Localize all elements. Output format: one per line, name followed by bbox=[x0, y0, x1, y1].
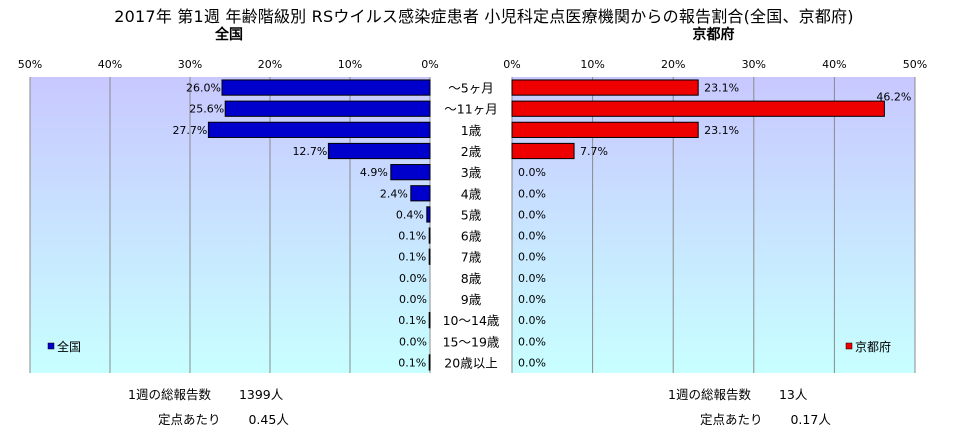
category-label: 4歳 bbox=[461, 186, 482, 201]
kyoto-tick-label: 30% bbox=[742, 58, 766, 71]
category-label: 5歳 bbox=[461, 207, 482, 222]
kyoto-per-site-value: 0.17人 bbox=[790, 412, 831, 427]
national-data-label: 27.7% bbox=[172, 124, 207, 137]
national-data-label: 0.1% bbox=[398, 230, 426, 243]
national-data-label: 0.1% bbox=[398, 356, 426, 369]
national-data-label: 25.6% bbox=[189, 103, 224, 116]
kyoto-legend-swatch bbox=[845, 342, 853, 350]
national-data-label: 0.0% bbox=[399, 272, 427, 285]
category-label: 20歳以上 bbox=[444, 355, 497, 370]
kyoto-data-label: 0.0% bbox=[518, 251, 546, 264]
national-data-label: 0.4% bbox=[396, 208, 424, 221]
chart-canvas: 50% 40% 30% 20% 10% 0% 26.0% 〜5ヶ月 25.6% 〜11ヶ月 27.7… bbox=[18, 58, 927, 373]
national-bar bbox=[426, 206, 431, 223]
chart-title: 2017年 第1週 年齢階級別 RSウイルス感染症患者 小児科定点医療機関からの… bbox=[114, 7, 854, 26]
national-data-label: 4.9% bbox=[360, 166, 388, 179]
national-bar bbox=[221, 79, 431, 96]
kyoto-data-label: 0.0% bbox=[518, 230, 546, 243]
national-data-label: 0.0% bbox=[399, 335, 427, 348]
kyoto-data-label: 23.1% bbox=[704, 124, 739, 137]
kyoto-data-label: 0.0% bbox=[518, 293, 546, 306]
kyoto-per-site-label: 定点あたり bbox=[700, 412, 763, 427]
kyoto-data-label: 7.7% bbox=[580, 145, 608, 158]
national-bar bbox=[428, 248, 431, 265]
category-label: 3歳 bbox=[461, 165, 482, 180]
kyoto-total-label: 1週の総報告数 bbox=[668, 387, 751, 402]
kyoto-tick-label: 0% bbox=[503, 58, 520, 71]
category-label: 〜5ヶ月 bbox=[448, 81, 493, 96]
national-tick-label: 20% bbox=[258, 58, 282, 71]
national-bar bbox=[207, 121, 431, 138]
national-data-label: 0.1% bbox=[398, 251, 426, 264]
national-per-site-value: 0.45人 bbox=[248, 412, 289, 427]
national-legend-swatch bbox=[47, 342, 55, 350]
national-bar bbox=[224, 100, 431, 117]
national-panel-title: 全国 bbox=[215, 27, 243, 43]
kyoto-footer-per-site: 定点あたり 0.17人 bbox=[700, 409, 831, 428]
category-label: 7歳 bbox=[461, 250, 482, 265]
kyoto-tick-label: 20% bbox=[661, 58, 685, 71]
kyoto-data-label: 23.1% bbox=[704, 82, 739, 95]
national-bar bbox=[327, 142, 431, 160]
national-tick-label: 10% bbox=[338, 58, 362, 71]
kyoto-plot-area bbox=[512, 77, 915, 373]
category-label: 1歳 bbox=[461, 123, 482, 138]
national-data-label: 12.7% bbox=[292, 145, 327, 158]
kyoto-footer-total: 1週の総報告数 13人 bbox=[668, 384, 807, 403]
national-data-label: 0.0% bbox=[399, 293, 427, 306]
kyoto-data-label: 0.0% bbox=[518, 335, 546, 348]
national-legend-label: 全国 bbox=[57, 339, 81, 354]
category-label: 〜11ヶ月 bbox=[444, 102, 497, 117]
national-total-label: 1週の総報告数 bbox=[128, 387, 211, 402]
kyoto-legend-label: 京都府 bbox=[855, 339, 891, 354]
national-data-label: 0.1% bbox=[398, 314, 426, 327]
kyoto-bar bbox=[511, 100, 885, 117]
category-label: 2歳 bbox=[461, 144, 482, 159]
kyoto-bar bbox=[511, 79, 699, 96]
national-tick-label: 40% bbox=[98, 58, 122, 71]
category-label: 8歳 bbox=[461, 271, 482, 286]
national-tick-label: 30% bbox=[178, 58, 202, 71]
kyoto-panel-title: 京都府 bbox=[692, 27, 735, 43]
kyoto-tick-label: 10% bbox=[580, 58, 604, 71]
national-bar bbox=[428, 354, 431, 371]
national-data-label: 2.4% bbox=[380, 187, 408, 200]
kyoto-bar bbox=[511, 121, 699, 138]
national-per-site-label: 定点あたり bbox=[158, 412, 221, 427]
national-total-value: 1399人 bbox=[238, 387, 284, 402]
kyoto-tick-label: 50% bbox=[903, 58, 927, 71]
kyoto-data-label: 0.0% bbox=[518, 187, 546, 200]
national-data-label: 26.0% bbox=[186, 82, 221, 95]
category-label: 10〜14歳 bbox=[443, 313, 500, 328]
kyoto-data-label: 0.0% bbox=[518, 166, 546, 179]
national-bar bbox=[410, 185, 431, 202]
national-bar bbox=[428, 227, 431, 244]
category-label: 9歳 bbox=[461, 292, 482, 307]
national-tick-label: 50% bbox=[18, 58, 42, 71]
kyoto-bar bbox=[511, 142, 575, 160]
category-label: 15〜19歳 bbox=[443, 334, 500, 349]
national-footer-total: 1週の総報告数 1399人 bbox=[128, 384, 283, 403]
kyoto-data-label: 0.0% bbox=[518, 314, 546, 327]
category-label: 6歳 bbox=[461, 229, 482, 244]
national-tick-label: 0% bbox=[421, 58, 438, 71]
kyoto-tick-label: 40% bbox=[822, 58, 846, 71]
kyoto-data-label: 46.2% bbox=[876, 91, 911, 104]
kyoto-total-value: 13人 bbox=[778, 387, 808, 402]
national-bar bbox=[390, 164, 431, 181]
kyoto-data-label: 0.0% bbox=[518, 356, 546, 369]
national-plot-area bbox=[30, 77, 430, 373]
national-footer-per-site: 定点あたり 0.45人 bbox=[158, 409, 289, 428]
kyoto-data-label: 0.0% bbox=[518, 208, 546, 221]
national-bar bbox=[428, 312, 431, 329]
kyoto-data-label: 0.0% bbox=[518, 272, 546, 285]
